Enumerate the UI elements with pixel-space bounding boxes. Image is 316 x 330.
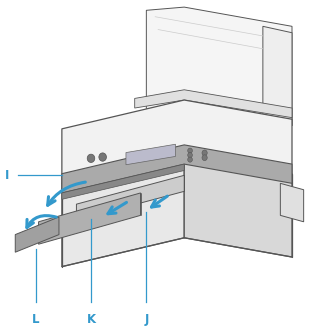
Circle shape [87, 154, 95, 162]
Polygon shape [146, 7, 292, 126]
Polygon shape [39, 193, 141, 244]
Circle shape [188, 148, 192, 153]
Polygon shape [135, 90, 292, 118]
Circle shape [188, 152, 192, 158]
Polygon shape [126, 144, 175, 165]
Polygon shape [76, 175, 184, 220]
Circle shape [188, 157, 192, 162]
Polygon shape [184, 154, 292, 257]
Circle shape [202, 155, 207, 161]
Text: K: K [87, 313, 95, 326]
Text: L: L [32, 313, 40, 326]
Polygon shape [62, 100, 292, 183]
Polygon shape [263, 26, 292, 126]
Polygon shape [62, 154, 184, 267]
Text: I: I [5, 169, 9, 182]
Text: J: J [144, 313, 149, 326]
Polygon shape [62, 164, 184, 199]
Polygon shape [15, 217, 59, 252]
Polygon shape [62, 145, 292, 193]
Circle shape [99, 153, 106, 161]
Polygon shape [280, 183, 304, 222]
Circle shape [202, 150, 207, 156]
